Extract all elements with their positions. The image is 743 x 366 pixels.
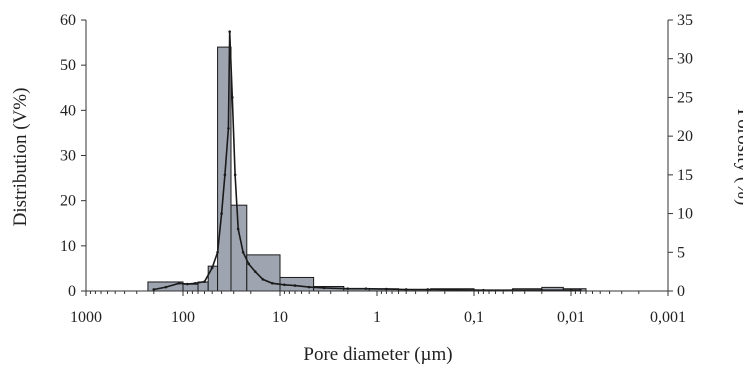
porosity-point-15 xyxy=(241,250,245,254)
porosity-point-0 xyxy=(152,288,156,291)
x-tick-label-3: 1 xyxy=(373,309,381,326)
porosity-point-14 xyxy=(236,227,240,231)
x-tick-label-0: 1000 xyxy=(70,309,102,326)
porosity-point-12 xyxy=(231,96,234,99)
y2-tick-label-1: 5 xyxy=(677,244,685,261)
y2-tick-label-0: 0 xyxy=(677,283,685,300)
porosity-point-2 xyxy=(177,281,181,285)
porosity-point-29 xyxy=(455,288,459,292)
y-tick-label-2: 20 xyxy=(60,193,76,210)
y2-tick-label-7: 35 xyxy=(677,12,693,29)
porosity-point-9 xyxy=(223,173,227,177)
bar-3 xyxy=(207,265,219,292)
x-tick-label-1: 100 xyxy=(171,309,195,326)
y2-tick-label-3: 15 xyxy=(677,167,693,184)
porosity-point-5 xyxy=(203,280,206,284)
porosity-point-25 xyxy=(364,287,368,290)
porosity-series xyxy=(152,30,582,292)
porosity-point-4 xyxy=(193,281,197,285)
porosity-point-26 xyxy=(385,287,388,291)
y-tick-label-6: 60 xyxy=(60,12,76,29)
y-tick-label-4: 40 xyxy=(60,102,76,119)
porosity-point-24 xyxy=(346,287,350,290)
x-tick-label-5: 0,01 xyxy=(557,309,585,326)
porosity-point-10 xyxy=(227,127,230,130)
y2-tick-label-6: 30 xyxy=(677,51,693,68)
y-axis-title: Distribution (V%) xyxy=(10,88,31,227)
porosity-point-22 xyxy=(307,285,311,289)
porosity-point-3 xyxy=(186,282,189,286)
porosity-point-21 xyxy=(293,284,297,287)
x-tick-label-2: 10 xyxy=(272,309,288,326)
porosity-point-8 xyxy=(220,212,223,215)
porosity-point-19 xyxy=(271,281,274,285)
porosity-point-16 xyxy=(247,262,251,266)
porosity-point-28 xyxy=(426,288,430,291)
porosity-point-18 xyxy=(261,278,265,281)
porosity-point-1 xyxy=(164,285,168,289)
porosity-point-27 xyxy=(404,288,408,291)
y-tick-label-3: 30 xyxy=(60,148,76,165)
porosity-point-23 xyxy=(322,286,326,290)
y-tick-label-0: 0 xyxy=(68,283,76,300)
porosity-point-6 xyxy=(210,266,214,270)
bar-5 xyxy=(230,204,248,292)
porosity-point-11 xyxy=(228,30,232,33)
x-tick-label-6: 0,001 xyxy=(650,309,686,326)
y2-tick-label-4: 20 xyxy=(677,128,693,145)
y2-tick-label-2: 10 xyxy=(677,206,693,223)
y2-axis-title: Porosity (%) xyxy=(733,109,743,206)
porosity-point-13 xyxy=(233,173,237,177)
axes: 0 10 20 30 40 50 60 0 5 10 15 20 25 30 35 1000 100 10 1 0,1… xyxy=(60,12,693,326)
bar-6 xyxy=(246,254,281,292)
porosity-point-20 xyxy=(283,283,286,287)
bar-1 xyxy=(182,283,199,292)
y-tick-label-1: 10 xyxy=(60,238,76,255)
porosity-point-17 xyxy=(253,270,257,273)
y-tick-label-5: 50 xyxy=(60,57,76,74)
porosity-point-7 xyxy=(216,250,219,254)
x-tick-label-4: 0,1 xyxy=(464,309,484,326)
y2-tick-label-5: 25 xyxy=(677,89,693,106)
x-axis-title: Pore diameter (µm) xyxy=(303,344,452,365)
distribution-bars xyxy=(147,46,587,292)
